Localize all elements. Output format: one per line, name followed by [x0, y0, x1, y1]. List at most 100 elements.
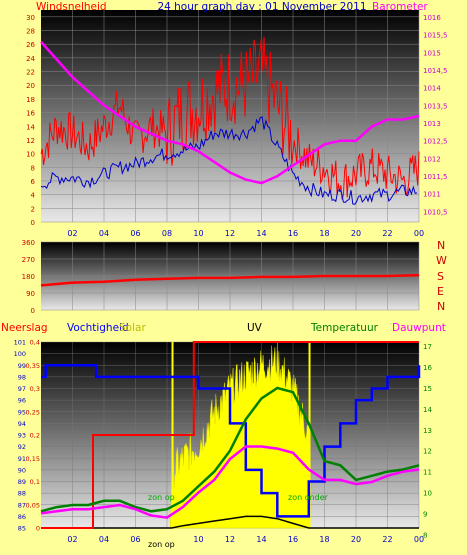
x-tick-label: 06 [130, 229, 140, 238]
legend-temperature: Temperatuur [310, 322, 379, 334]
legend-solar: Solar [119, 322, 146, 334]
wind-tick-label: 14 [26, 123, 35, 131]
wind-tick-label: 2 [31, 205, 35, 213]
temperature-tick-label: 8 [423, 531, 427, 539]
wind-tick-label: 16 [26, 110, 35, 118]
x-tick-label: 14 [256, 535, 266, 544]
rain-tick-label: 0,15 [26, 455, 40, 463]
barometer-tick-label: 1013,5 [423, 102, 448, 110]
x-tick-label: 12 [225, 535, 235, 544]
legend-uv: UV [247, 322, 263, 334]
humidity-line [41, 364, 421, 518]
compass-label: N [437, 300, 445, 313]
sunrise-annotation: zon op [148, 493, 175, 502]
humidity-tick-label: 88 [18, 490, 26, 498]
gust-line [40, 36, 420, 200]
humidity-tick-label: 97 [18, 385, 26, 393]
x-tick-label: 00 [414, 229, 424, 238]
x-tick-label: 10 [193, 229, 203, 238]
wind-tick-label: 26 [26, 41, 35, 49]
barometer-tick-label: 1014 [423, 85, 441, 93]
compass-label: N [437, 239, 445, 252]
rain-tick-label: 0,4 [30, 339, 40, 347]
temperature-tick-label: 15 [423, 385, 432, 393]
x-tick-label: 16 [288, 535, 298, 544]
barometer-tick-label: 1015,5 [423, 32, 448, 40]
wind-tick-label: 12 [26, 137, 35, 145]
axis-ticks: 0246810121416182022242628301010,51011101… [14, 14, 448, 544]
x-tick-label: 04 [99, 535, 109, 544]
humidity-tick-label: 95 [18, 408, 26, 416]
barometer-tick-label: 1012 [423, 155, 441, 163]
rain-tick-label: 0,25 [26, 408, 40, 416]
x-tick-label: 04 [99, 229, 109, 238]
rain-tick-label: 0,35 [26, 362, 40, 370]
humidity-tick-label: 101 [14, 339, 26, 347]
barometer-tick-label: 1010,5 [423, 208, 448, 216]
compass-label: E [437, 285, 444, 298]
x-tick-label: 18 [319, 535, 329, 544]
humidity-tick-label: 92 [18, 443, 26, 451]
x-tick-label: 02 [67, 229, 77, 238]
humidity-tick-label: 89 [18, 478, 26, 486]
humidity-tick-label: 94 [18, 420, 26, 428]
temperature-tick-label: 12 [423, 448, 432, 456]
x-tick-label: 18 [319, 229, 329, 238]
wind-tick-label: 10 [26, 151, 35, 159]
x-tick-label: 22 [382, 229, 392, 238]
x-tick-label: 00 [414, 535, 424, 544]
humidity-tick-label: 96 [18, 397, 26, 405]
temperature-tick-label: 9 [423, 510, 427, 518]
barometer-line [40, 40, 420, 185]
wind-tick-label: 22 [26, 69, 35, 77]
rain-tick-label: 0 [36, 525, 40, 533]
temperature-tick-label: 17 [423, 343, 432, 351]
barometer-axis-label: Barometer [372, 1, 428, 13]
wind-tick-label: 8 [31, 164, 35, 172]
direction-tick-label: 0 [31, 307, 35, 315]
x-tick-label: 12 [225, 229, 235, 238]
direction-tick-label: 90 [26, 290, 35, 298]
barometer-tick-label: 1016 [423, 14, 441, 22]
humidity-tick-label: 87 [18, 501, 26, 509]
x-tick-label: 10 [193, 535, 203, 544]
rain-tick-label: 0,05 [26, 501, 40, 509]
sunrise-axis-annotation: zon op [148, 540, 175, 549]
x-tick-label: 16 [288, 229, 298, 238]
dewpoint-line [40, 445, 420, 519]
rain-tick-label: 0,1 [30, 478, 40, 486]
sunset-annotation: zon onder [288, 493, 329, 502]
x-tick-label: 08 [162, 229, 172, 238]
barometer-tick-label: 1012,5 [423, 138, 448, 146]
humidity-tick-label: 91 [18, 455, 26, 463]
x-tick-label: 22 [382, 535, 392, 544]
wind-tick-label: 28 [26, 28, 35, 36]
rain-tick-label: 0,2 [30, 432, 40, 440]
rain-line [41, 341, 419, 529]
barometer-tick-label: 1013 [423, 120, 441, 128]
wind-tick-label: 18 [26, 96, 35, 104]
wind-tick-label: 6 [31, 178, 36, 186]
wind-tick-label: 30 [26, 14, 35, 22]
wind-axis-label: Windsnelheid [36, 1, 107, 13]
humidity-tick-label: 98 [18, 373, 26, 381]
wind-tick-label: 20 [26, 82, 35, 90]
average-wind-line [40, 116, 418, 205]
legend-humidity: Vochtigheid [67, 322, 129, 334]
chart-title: 24 hour graph day : 01 November 2011 [157, 1, 366, 13]
direction-tick-label: 360 [22, 239, 35, 247]
humidity-tick-label: 93 [18, 432, 26, 440]
humidity-tick-label: 85 [18, 525, 26, 533]
humidity-tick-label: 90 [18, 466, 26, 474]
direction-series [40, 273, 420, 287]
compass-label: W [436, 254, 447, 267]
legend-dewpoint: Dauwpunt [392, 322, 446, 334]
climate-series [40, 341, 421, 529]
temperature-tick-label: 13 [423, 427, 432, 435]
compass-label: S [437, 270, 444, 283]
x-tick-label: 20 [351, 229, 361, 238]
barometer-tick-label: 1011,5 [423, 173, 448, 181]
legend-rain: Neerslag [1, 322, 48, 334]
barometer-tick-label: 1015 [423, 49, 441, 57]
